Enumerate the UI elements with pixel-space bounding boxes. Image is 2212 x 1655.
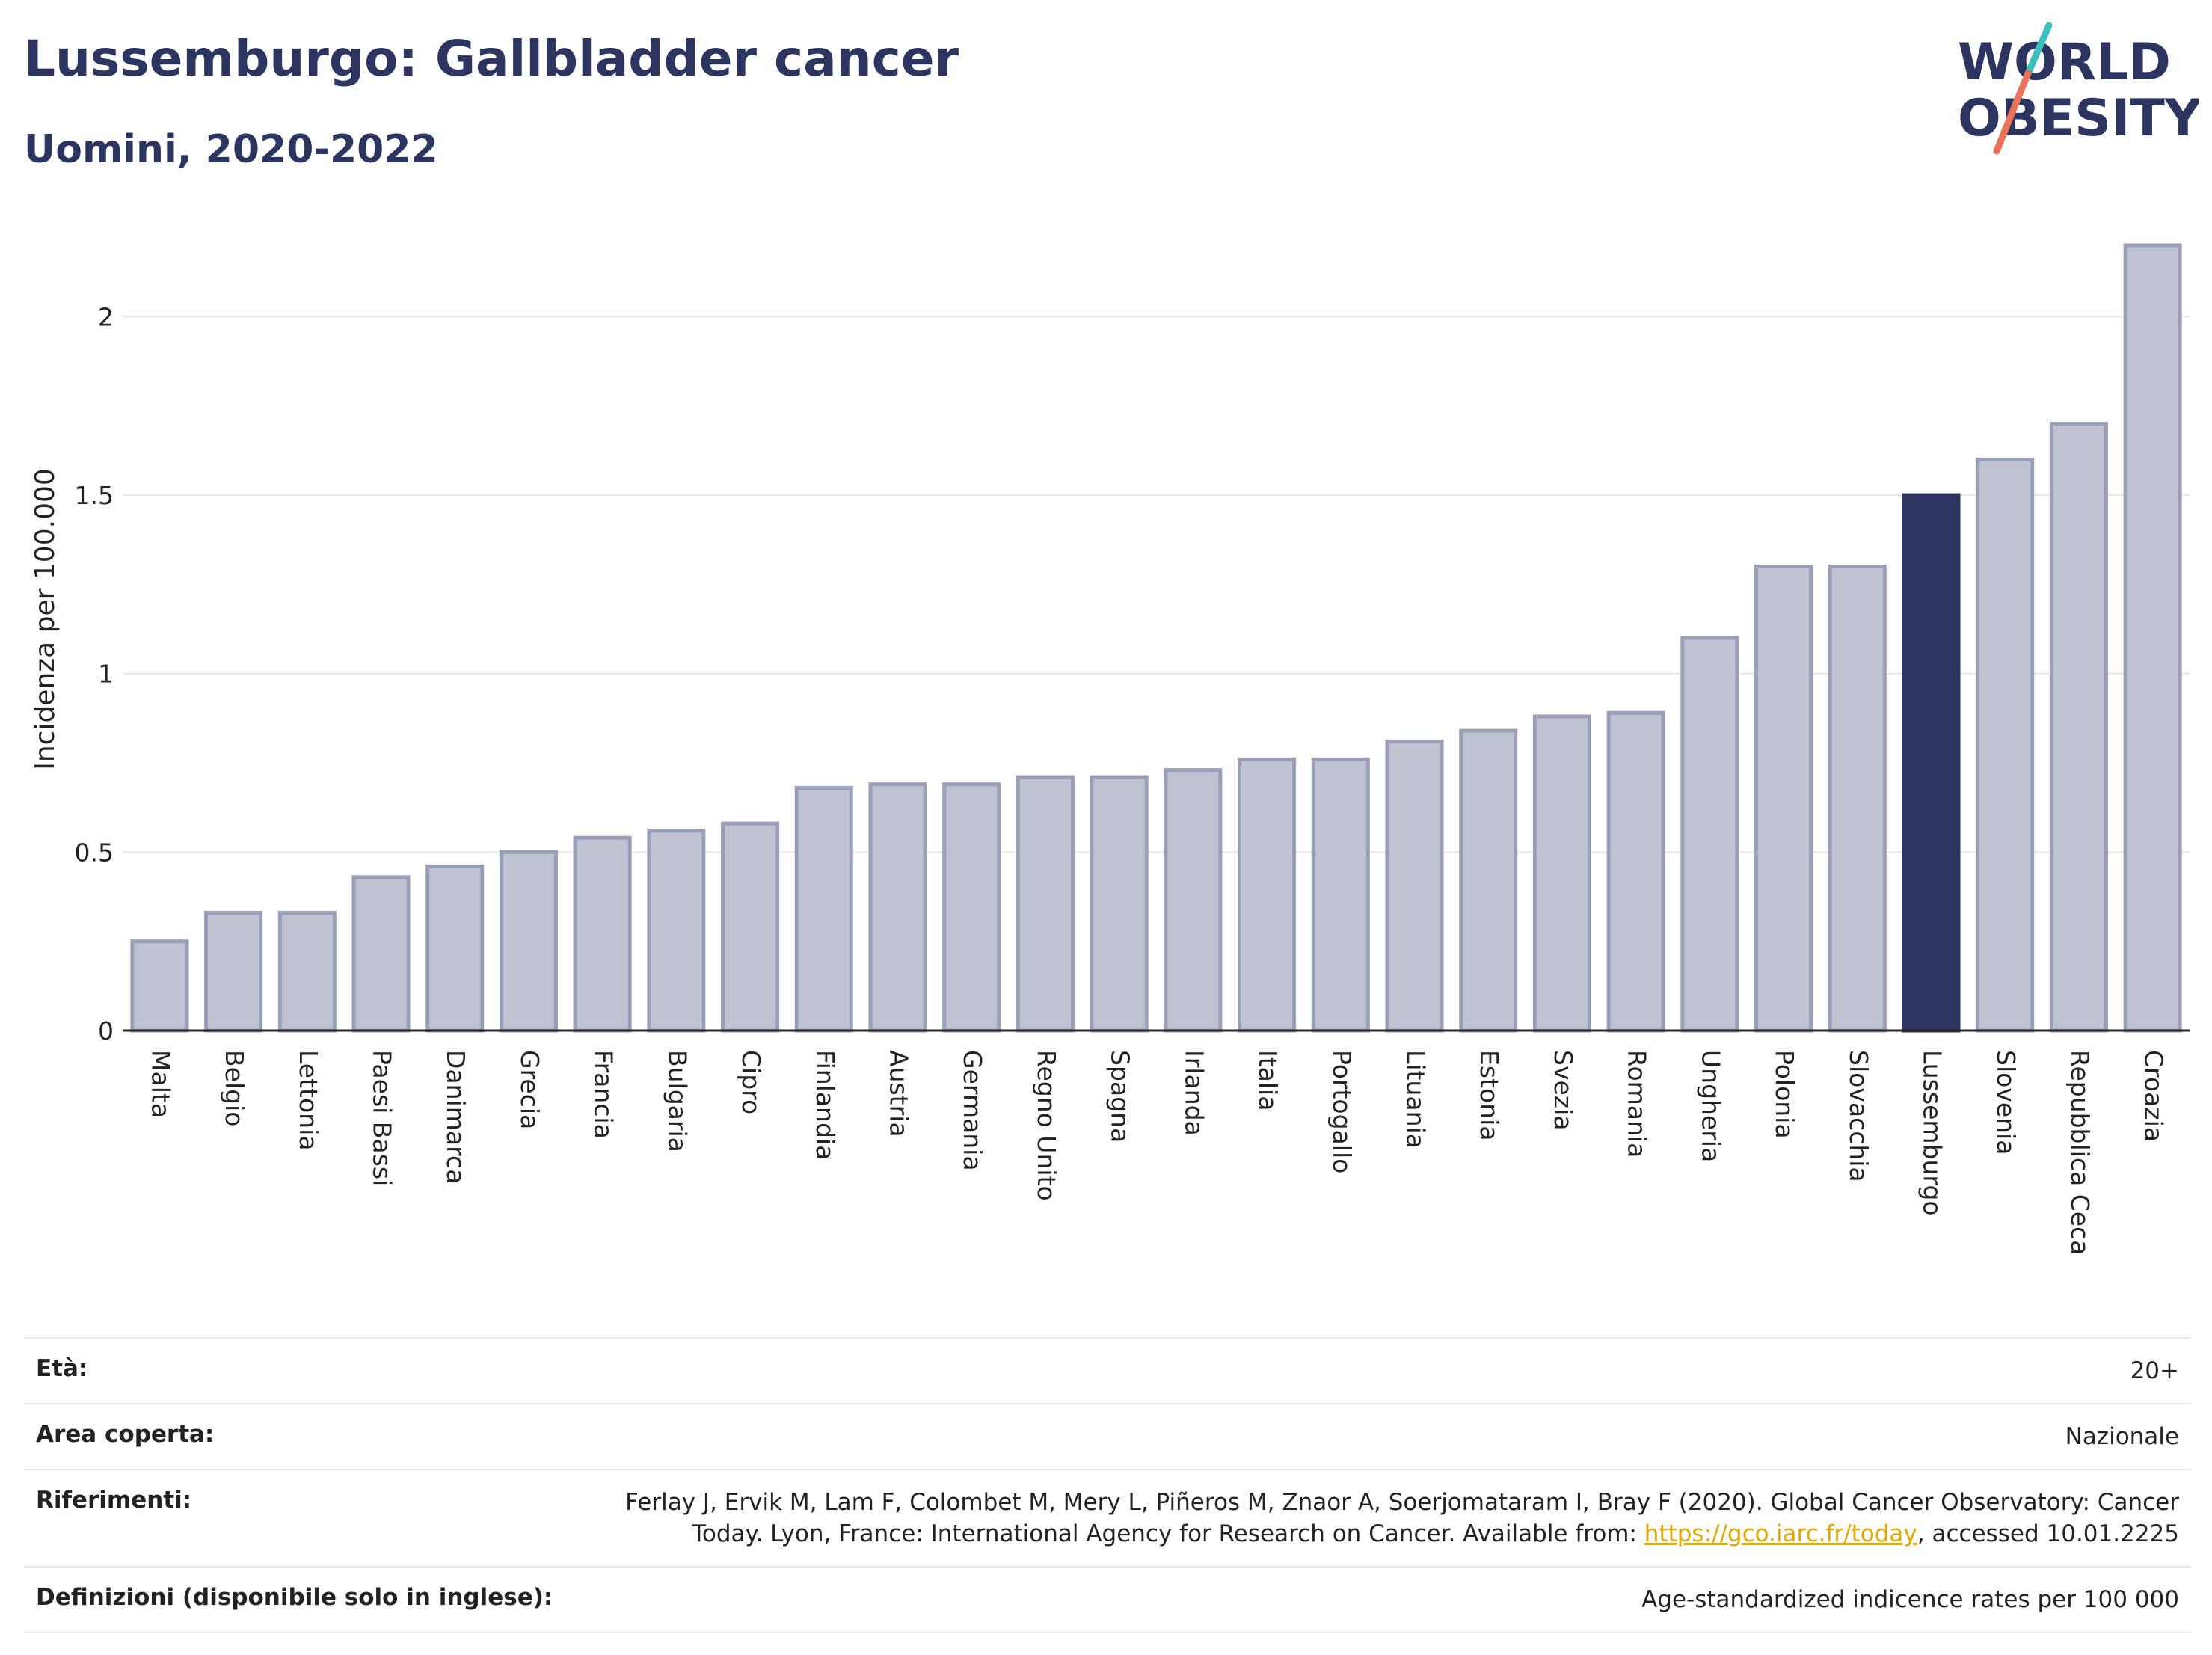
meta-row-references: Riferimenti: Ferlay J, Ervik M, Lam F, C…	[24, 1469, 2191, 1566]
x-tick-label: Spagna	[1106, 1050, 1135, 1143]
x-tick-label: Italia	[1253, 1050, 1282, 1111]
x-tick-label: Irlanda	[1179, 1050, 1208, 1136]
bar-chart: 0 0.5 1 1.5 2 Malta Belgio Lettonia Paesi Bassi…	[30, 243, 2190, 1255]
x-tick-label: Croazia	[2139, 1050, 2169, 1142]
x-tick-label: Austria	[885, 1050, 914, 1137]
bar-regno-unito	[1016, 775, 1075, 1033]
x-tick-label: Estonia	[1475, 1050, 1504, 1140]
bar-portogallo	[1311, 757, 1370, 1033]
x-tick-label: Repubblica Ceca	[2065, 1050, 2095, 1255]
definitions-value: Age-standardized indicence rates per 100…	[1641, 1586, 2179, 1613]
y-axis-ticks: 0 0.5 1 1.5 2	[75, 302, 114, 1045]
y-tick-label: 1	[98, 660, 114, 689]
bar-lituania	[1385, 739, 1444, 1033]
bar-spagna	[1090, 775, 1149, 1033]
bar-repubblica-ceca	[2049, 422, 2108, 1033]
metadata-table: Età: 20+ Area coperta: Nazionale Riferim…	[24, 1337, 2191, 1633]
bar-austria	[868, 782, 927, 1033]
logo-line-1: WORLD	[1958, 33, 2171, 92]
references-link[interactable]: https://gco.iarc.fr/today	[1644, 1520, 1917, 1547]
references-value: Ferlay J, Ervik M, Lam F, Colombet M, Me…	[625, 1487, 2179, 1550]
x-tick-label: Portogallo	[1327, 1050, 1357, 1173]
x-tick-label: Polonia	[1770, 1050, 1799, 1139]
area-label: Area coperta:	[36, 1421, 215, 1448]
references-label: Riferimenti:	[36, 1487, 192, 1514]
area-value: Nazionale	[2065, 1423, 2179, 1450]
references-text-1: Ferlay J, Ervik M, Lam F, Colombet M, Me…	[625, 1489, 2179, 1516]
bar-romania	[1606, 710, 1665, 1033]
bar-finlandia	[794, 785, 853, 1033]
bar-belgio	[204, 911, 263, 1033]
x-tick-label: Paesi Bassi	[368, 1050, 397, 1186]
bar-grecia	[499, 850, 558, 1033]
x-tick-label: Finlandia	[811, 1050, 840, 1160]
bar-slovenia	[1976, 457, 2035, 1033]
meta-row-definitions: Definizioni (disponibile solo in inglese…	[24, 1566, 2191, 1633]
x-tick-label: Malta	[146, 1050, 175, 1118]
x-tick-label: Bulgaria	[663, 1050, 692, 1152]
references-text-3: , accessed 10.01.2225	[1917, 1520, 2179, 1547]
chart-title: Lussemburgo: Gallbladder cancer	[24, 30, 959, 87]
chart-subtitle: Uomini, 2020-2022	[24, 127, 438, 172]
y-tick-label: 0	[98, 1016, 114, 1045]
definitions-label: Definizioni (disponibile solo in inglese…	[36, 1584, 553, 1611]
y-tick-label: 1.5	[75, 481, 114, 510]
x-axis-ticks: Malta Belgio Lettonia Paesi Bassi Danimarca G…	[146, 1050, 2168, 1255]
bars	[130, 243, 2182, 1033]
x-tick-label: Regno Unito	[1032, 1050, 1061, 1201]
bar-paesi-bassi	[351, 875, 411, 1033]
age-value: 20+	[2130, 1357, 2179, 1384]
meta-row-area: Area coperta: Nazionale	[24, 1403, 2191, 1469]
bar-germania	[942, 782, 1001, 1033]
bar-italia	[1238, 757, 1297, 1033]
x-tick-label: Cipro	[737, 1050, 766, 1114]
y-tick-label: 0.5	[75, 838, 114, 867]
bar-polonia	[1754, 565, 1813, 1033]
bar-estonia	[1459, 728, 1518, 1033]
x-tick-label: Francia	[589, 1050, 618, 1139]
x-tick-label: Danimarca	[441, 1050, 470, 1184]
x-tick-label: Grecia	[515, 1050, 544, 1129]
x-tick-label: Ungheria	[1696, 1050, 1725, 1162]
meta-row-age: Età: 20+	[24, 1337, 2191, 1403]
bar-ungheria	[1680, 636, 1739, 1033]
bar-bulgaria	[647, 829, 706, 1033]
bar-lussemburgo	[1902, 493, 1961, 1033]
age-label: Età:	[36, 1355, 88, 1382]
bar-danimarca	[425, 864, 485, 1033]
y-tick-label: 2	[98, 302, 114, 331]
logo-accent-teal	[2024, 22, 2053, 77]
x-tick-label: Svezia	[1549, 1050, 1578, 1131]
x-tick-label: Slovenia	[1991, 1050, 2021, 1155]
x-tick-label: Germania	[958, 1050, 987, 1171]
bar-croazia	[2123, 243, 2182, 1033]
logo-line-2: OBESITY	[1958, 89, 2199, 148]
world-obesity-logo: WORLD OBESITY	[1958, 22, 2199, 155]
x-tick-label: Lettonia	[294, 1050, 323, 1150]
bar-cipro	[721, 821, 780, 1033]
x-tick-label: Romania	[1623, 1050, 1652, 1158]
x-tick-label: Lussemburgo	[1918, 1050, 1947, 1216]
references-text-2: Today. Lyon, France: International Agenc…	[692, 1520, 1644, 1547]
x-tick-label: Slovacchia	[1844, 1050, 1873, 1182]
bar-svezia	[1532, 714, 1591, 1033]
logo-accent-coral	[1993, 70, 2032, 155]
bar-lettonia	[277, 911, 337, 1033]
y-axis-label: Incidenza per 100.000	[30, 468, 61, 770]
bar-irlanda	[1164, 768, 1223, 1033]
x-tick-label: Belgio	[220, 1050, 249, 1126]
bar-malta	[130, 939, 189, 1033]
bar-slovacchia	[1828, 565, 1887, 1033]
bar-francia	[573, 835, 632, 1033]
x-tick-label: Lituania	[1401, 1050, 1431, 1149]
